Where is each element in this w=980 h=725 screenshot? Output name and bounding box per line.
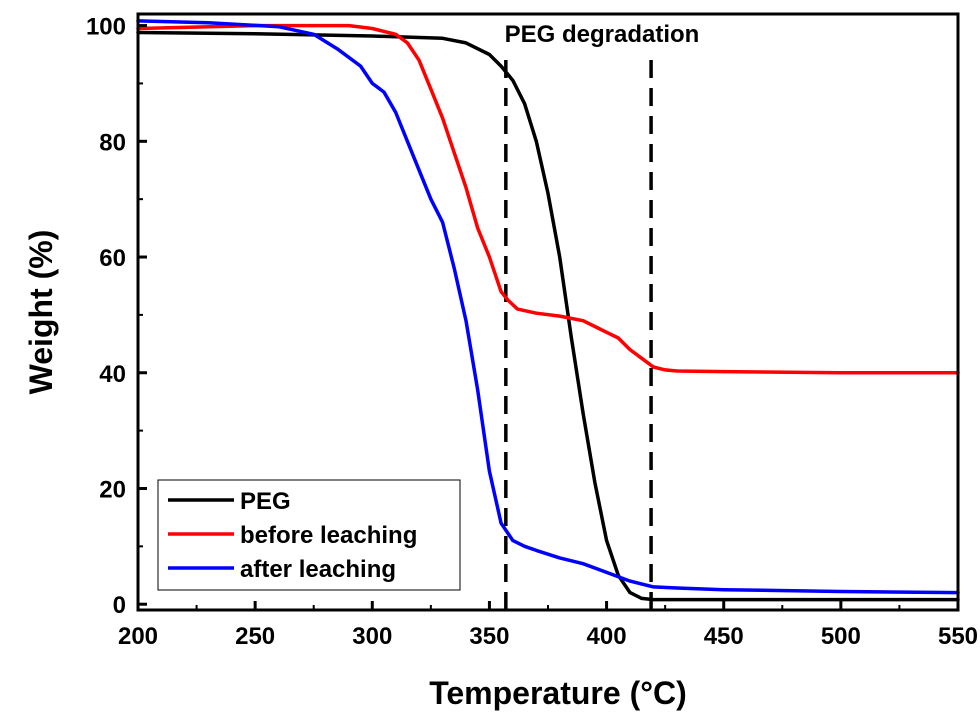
x-tick-label-1: 250 <box>235 623 275 650</box>
x-axis-title: Temperature (°C) <box>429 675 687 711</box>
y-tick-label-4: 80 <box>99 129 126 156</box>
x-tick-label-4: 400 <box>587 623 627 650</box>
x-tick-label-5: 450 <box>704 623 744 650</box>
series-line-0 <box>136 30 960 602</box>
y-axis-title: Weight (%) <box>23 230 59 395</box>
legend: PEG before leaching after leaching <box>157 479 461 591</box>
annotation-peg-degradation: PEG degradation <box>505 21 700 48</box>
y-tick-label-5: 100 <box>86 14 126 41</box>
x-tick-label-2: 300 <box>352 623 392 650</box>
x-tick-label-0: 200 <box>118 623 158 650</box>
y-tick-label-2: 40 <box>99 361 126 388</box>
x-tick-label-6: 500 <box>821 623 861 650</box>
legend-label-0: PEG <box>240 488 291 515</box>
y-tick-label-3: 60 <box>99 245 126 272</box>
legend-label-1: before leaching <box>240 522 417 549</box>
x-tick-label-7: 550 <box>938 623 978 650</box>
y-tick-label-0: 0 <box>113 592 126 619</box>
series-line-1 <box>136 23 960 375</box>
x-tick-label-3: 350 <box>469 623 509 650</box>
legend-label-2: after leaching <box>240 556 396 583</box>
y-tick-label-1: 20 <box>99 476 126 503</box>
series-line-2 <box>136 19 960 595</box>
